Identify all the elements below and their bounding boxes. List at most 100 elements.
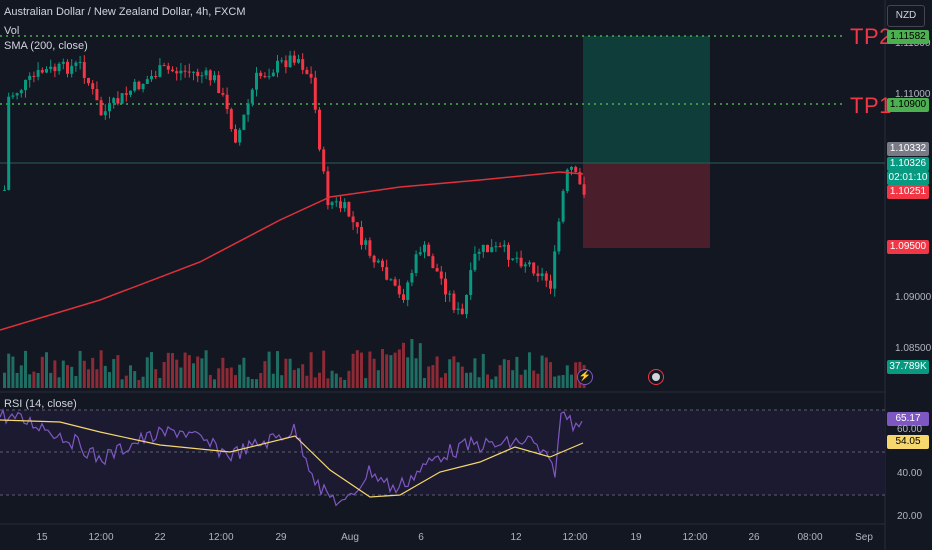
volume-bar [418,343,422,388]
volume-bar [469,372,473,388]
volume-bar [322,350,326,388]
volume-bar [24,350,27,388]
candle [250,89,254,104]
volume-bar [116,355,120,388]
time-tick: 12 [510,532,522,543]
volume-bar [460,366,464,388]
candle [57,63,61,72]
volume-bar [221,357,225,388]
sma-indicator-label[interactable]: SMA (200, close) [4,40,88,52]
candle [570,166,573,170]
volume-bar [45,352,48,388]
volume-bar [271,373,275,388]
candle [389,279,393,281]
candle [217,75,221,94]
sma-line [0,171,584,331]
volume-bar [360,352,363,388]
candle [95,89,99,101]
volume-bar [162,361,166,388]
candle [145,79,149,85]
candle [334,201,338,203]
candle [238,129,242,143]
rsi-tick: 40.00 [897,468,923,479]
volume-bar [49,372,53,388]
volume-bar [87,369,90,388]
volume-bar [570,374,573,388]
candle [288,55,292,67]
candle [397,285,401,295]
time-tick: 15 [36,532,48,543]
candle [103,111,107,116]
volume-bar [187,355,191,388]
volume-bar [574,362,578,388]
volume-bar [280,375,284,388]
candle [280,60,284,62]
candle [36,70,40,77]
tp2-annotation: TP2 [850,24,892,49]
candle [7,96,11,190]
currency-button[interactable]: NZD [887,5,925,27]
volume-bar [368,351,372,388]
volume-bar [565,365,569,388]
volume-bar [540,355,544,388]
candle [3,189,6,191]
candle [221,93,225,95]
candle [343,202,347,209]
candle [141,84,145,90]
candle [313,77,317,110]
candle [578,171,582,185]
candle [53,66,57,72]
volume-bar [330,370,334,388]
volume-bar [120,379,124,388]
volume-bar [381,349,384,388]
candle [565,169,569,192]
volume-bar [200,358,204,388]
candle [305,69,309,74]
candle [473,253,477,271]
candle [351,216,355,223]
candle [196,71,200,77]
volume-bar [385,354,389,388]
candle [166,65,170,70]
volume-bar [364,378,368,388]
candle [129,90,132,95]
volume-bar [61,360,65,388]
volume-indicator-label[interactable]: Vol [4,25,20,37]
volume-bar [99,350,103,388]
volume-bar [528,352,531,388]
candle [32,75,36,77]
volume-bar [82,360,86,388]
candle [360,226,363,245]
time-tick: 12:00 [562,532,588,543]
volume-bar [532,370,536,388]
candle [381,260,384,268]
volume-bar [11,356,15,388]
volume-bar [515,356,519,388]
lightning-icon[interactable]: ⚡ [577,369,593,385]
current-price-label: 1.10332 [887,142,929,156]
volume-bar [465,372,468,388]
rsi-indicator-label[interactable]: RSI (14, close) [4,398,77,410]
tp1-annotation: TP1 [850,93,892,118]
volume-bar [292,369,296,388]
candle [393,279,397,286]
candle [507,244,510,260]
candle [574,166,578,172]
candle [246,103,250,115]
volume-bar [355,350,359,388]
candle [549,280,552,289]
bar-countdown-label: 02:01:10 [887,171,929,185]
candle [66,61,69,74]
candle [515,257,519,259]
candle [78,62,82,64]
time-tick: Aug [341,532,359,543]
candle [120,93,124,104]
candle [208,70,212,81]
candle [267,76,271,78]
candle [481,244,485,252]
calendar-event-icon[interactable] [648,369,664,385]
candle [519,257,523,267]
time-tick: 12:00 [208,532,234,543]
candle [200,75,204,77]
